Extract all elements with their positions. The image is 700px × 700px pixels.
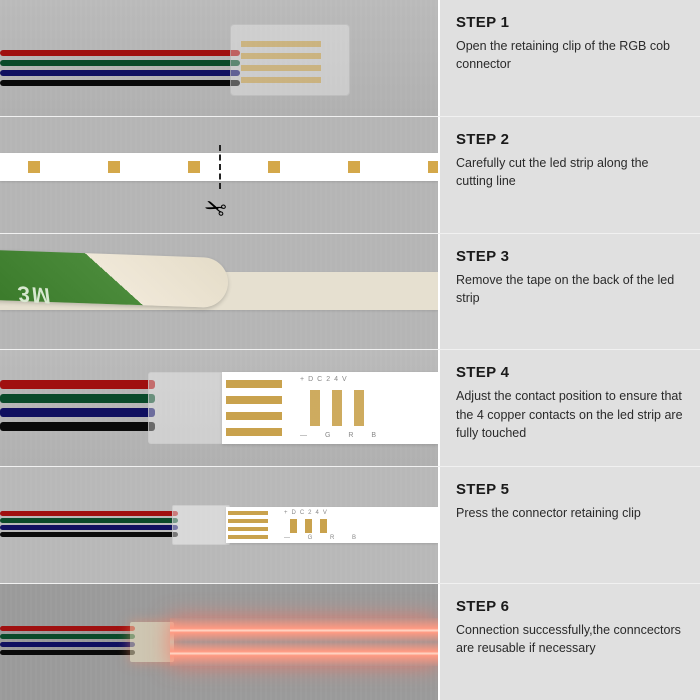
- wire-bundle: [0, 380, 155, 436]
- wire-bundle: [0, 511, 178, 539]
- step-desc: Adjust the contact position to ensure th…: [456, 387, 684, 441]
- step-desc: Remove the tape on the back of the led s…: [456, 271, 684, 307]
- step-1-text: STEP 1 Open the retaining clip of the RG…: [440, 0, 700, 116]
- step-4-text: STEP 4 Adjust the contact position to en…: [440, 350, 700, 466]
- copper-pads: [228, 511, 268, 539]
- step-4-image: +DC24V — G R B: [0, 350, 438, 466]
- step-5-image: +DC24V — G R B: [0, 467, 438, 583]
- cob-connector: [148, 372, 228, 444]
- led-strip-lit: [170, 618, 438, 666]
- strip-channel-label: — G R B: [284, 535, 364, 541]
- step-1-image: [0, 0, 438, 116]
- step-row-3: 3M STEP 3 Remove the tape on the back of…: [0, 234, 700, 351]
- step-6-text: STEP 6 Connection successfully,the connc…: [440, 584, 700, 700]
- strip-voltage-label: +DC24V: [284, 510, 331, 516]
- step-title: STEP 4: [456, 364, 684, 381]
- adhesive-tape: 3M: [0, 249, 229, 307]
- step-row-1: STEP 1 Open the retaining clip of the RG…: [0, 0, 700, 117]
- strip-voltage-label: +DC24V: [300, 376, 351, 383]
- step-title: STEP 5: [456, 481, 684, 498]
- step-title: STEP 2: [456, 131, 684, 148]
- cutting-line: [219, 145, 221, 189]
- step-row-2: ✂ STEP 2 Carefully cut the led strip alo…: [0, 117, 700, 234]
- copper-contacts: [310, 390, 374, 426]
- tape-brand: 3M: [17, 280, 53, 308]
- wire-bundle: [0, 50, 240, 90]
- step-row-6: STEP 6 Connection successfully,the connc…: [0, 584, 700, 700]
- instruction-infographic: STEP 1 Open the retaining clip of the RG…: [0, 0, 700, 700]
- step-desc: Carefully cut the led strip along the cu…: [456, 154, 684, 190]
- step-6-image: [0, 584, 438, 700]
- step-title: STEP 3: [456, 248, 684, 265]
- step-3-image: 3M: [0, 234, 438, 350]
- cob-connector-closed: [172, 505, 230, 545]
- step-row-4: +DC24V — G R B STEP 4 Adjust the contact…: [0, 350, 700, 467]
- wire-bundle: [0, 626, 135, 656]
- step-title: STEP 1: [456, 14, 684, 31]
- strip-channel-label: — G R B: [300, 432, 384, 439]
- step-2-image: ✂: [0, 117, 438, 233]
- cob-connector-lit: [130, 622, 174, 662]
- step-title: STEP 6: [456, 598, 684, 615]
- cob-connector-open: [230, 24, 350, 96]
- scissors-icon: ✂: [199, 190, 230, 227]
- copper-pads: [226, 380, 282, 436]
- copper-contacts: [290, 519, 334, 533]
- step-3-text: STEP 3 Remove the tape on the back of th…: [440, 234, 700, 350]
- step-5-text: STEP 5 Press the connector retaining cli…: [440, 467, 700, 583]
- step-desc: Connection successfully,the conncectors …: [456, 621, 684, 657]
- step-desc: Press the connector retaining clip: [456, 504, 684, 522]
- step-2-text: STEP 2 Carefully cut the led strip along…: [440, 117, 700, 233]
- step-desc: Open the retaining clip of the RGB cob c…: [456, 37, 684, 73]
- step-row-5: +DC24V — G R B STEP 5 Press the connecto…: [0, 467, 700, 584]
